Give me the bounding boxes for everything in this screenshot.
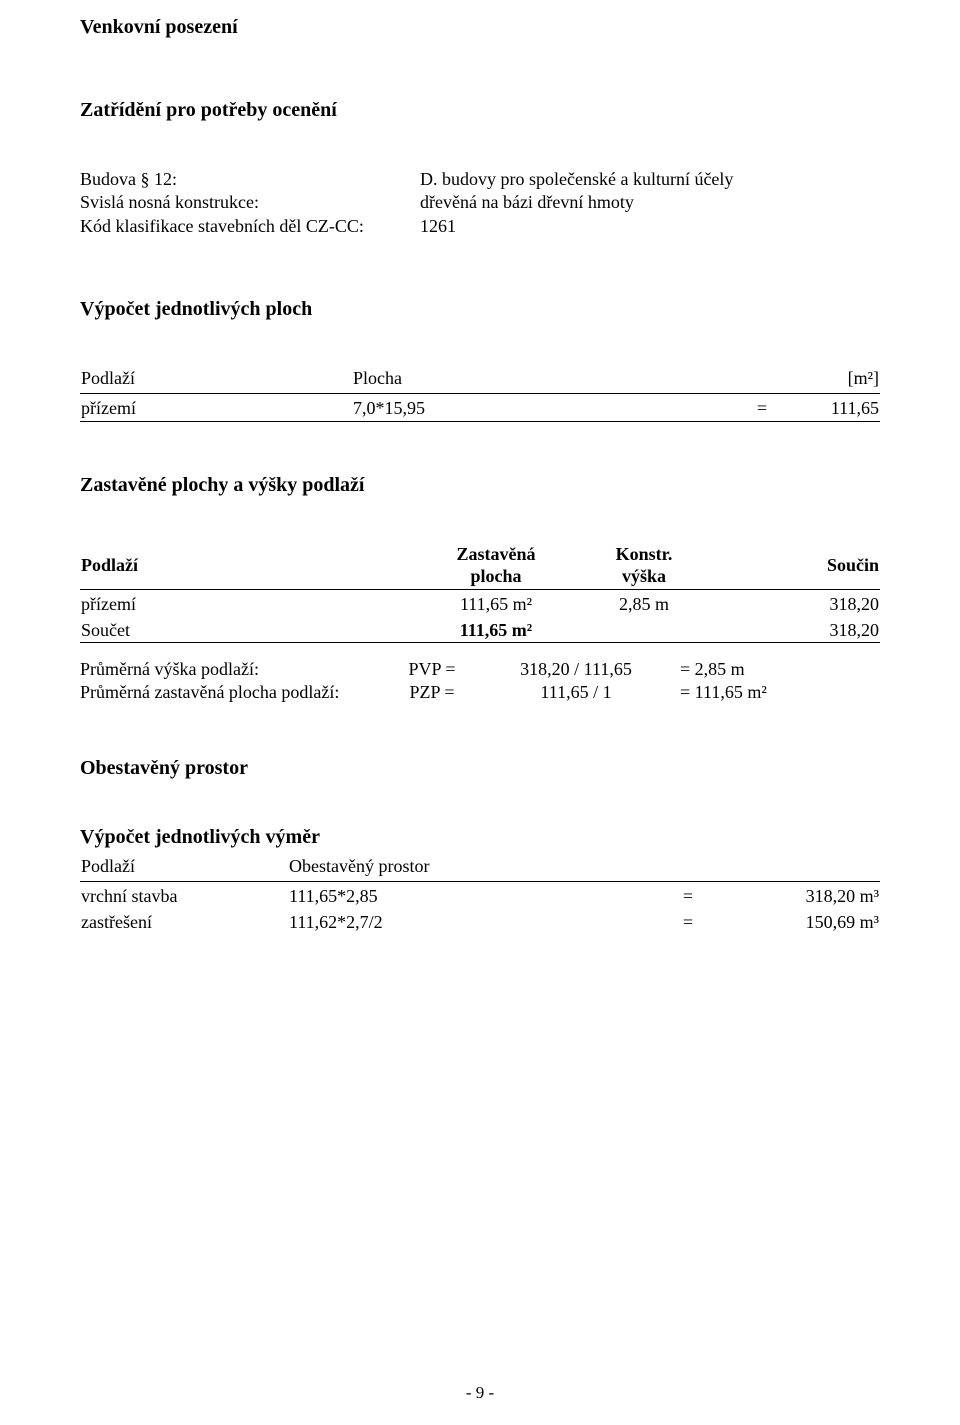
cell-val: 111,65 <box>768 394 880 422</box>
cell-label: Průměrná zastavěná plocha podlaží: <box>80 682 392 705</box>
classification-block: Budova § 12: D. budovy pro společenské a… <box>80 168 880 238</box>
cell-val: 150,69 m³ <box>728 908 880 934</box>
col-header-podlazi: Podlaží <box>80 855 288 882</box>
cell-podlazi: přízemí <box>80 394 352 422</box>
obest-table: Podlaží Obestavěný prostor vrchní stavba… <box>80 855 880 934</box>
row-label: Svislá nosná konstrukce: <box>80 191 410 214</box>
page-number: - 9 - <box>0 1383 960 1403</box>
section-heading-zastavene: Zastavěné plochy a výšky podlaží <box>80 474 880 497</box>
cell-konstr <box>576 616 712 643</box>
prumer-table: Průměrná výška podlaží: PVP = 318,20 / 1… <box>80 659 880 705</box>
row-value: 1261 <box>420 215 880 238</box>
page-title: Venkovní posezení <box>80 16 880 39</box>
classification-row: Budova § 12: D. budovy pro společenské a… <box>80 168 880 191</box>
col-header-konstr-top: Konstr. <box>576 543 712 565</box>
cell-plocha: 7,0*15,95 <box>352 394 696 422</box>
cell-podlazi: vrchní stavba <box>80 882 288 909</box>
zastavene-table: Podlaží Zastavěná Konstr. Součin plocha … <box>80 543 880 643</box>
cell-zast: 111,65 m² <box>416 616 576 643</box>
cell-eq: = <box>648 882 728 909</box>
col-header-soucin: Součin <box>712 543 880 590</box>
cell-res: = 111,65 m² <box>680 682 880 705</box>
section-subheading-obest: Výpočet jednotlivých výměr <box>80 826 880 849</box>
row-label: Kód klasifikace stavebních děl CZ-CC: <box>80 215 410 238</box>
table-row: přízemí 7,0*15,95 = 111,65 <box>80 394 880 422</box>
cell-res: = 2,85 m <box>680 659 880 682</box>
table-row: zastřešení 111,62*2,7/2 = 150,69 m³ <box>80 908 880 934</box>
col-header-zast-sub: plocha <box>416 565 576 590</box>
row-value: dřevěná na bázi dřevní hmoty <box>420 191 880 214</box>
section-heading-obest: Obestavěný prostor <box>80 757 880 780</box>
cell-expr: 318,20 / 111,65 <box>472 659 680 682</box>
col-header-zast-top: Zastavěná <box>416 543 576 565</box>
cell-zast: 111,65 m² <box>416 590 576 617</box>
table-row: Součet 111,65 m² 318,20 <box>80 616 880 643</box>
cell-expr: 111,62*2,7/2 <box>288 908 648 934</box>
col-header-konstr-sub: výška <box>576 565 712 590</box>
cell-soucin: 318,20 <box>712 590 880 617</box>
section-heading-classification: Zatřídění pro potřeby ocenění <box>80 99 880 122</box>
col-header-op: Obestavěný prostor <box>288 855 648 882</box>
plochy-table: Podlaží Plocha [m²] přízemí 7,0*15,95 = … <box>80 367 880 422</box>
cell-podlazi: zastřešení <box>80 908 288 934</box>
cell-soucin: 318,20 <box>712 616 880 643</box>
document-page: Venkovní posezení Zatřídění pro potřeby … <box>0 0 960 1425</box>
cell-sym: PZP = <box>392 682 472 705</box>
row-label: Budova § 12: <box>80 168 410 191</box>
cell-sym: PVP = <box>392 659 472 682</box>
cell-label: Průměrná výška podlaží: <box>80 659 392 682</box>
cell-eq: = <box>648 908 728 934</box>
table-row: Průměrná zastavěná plocha podlaží: PZP =… <box>80 682 880 705</box>
classification-row: Kód klasifikace stavebních děl CZ-CC: 12… <box>80 215 880 238</box>
cell-expr: 111,65 / 1 <box>472 682 680 705</box>
cell-podlazi: Součet <box>80 616 416 643</box>
cell-expr: 111,65*2,85 <box>288 882 648 909</box>
row-value: D. budovy pro společenské a kulturní úče… <box>420 168 880 191</box>
col-header-plocha: Plocha <box>352 367 696 394</box>
col-header-m2: [m²] <box>768 367 880 394</box>
col-header-podlazi: Podlaží <box>80 367 352 394</box>
cell-konstr: 2,85 m <box>576 590 712 617</box>
table-row: Průměrná výška podlaží: PVP = 318,20 / 1… <box>80 659 880 682</box>
table-row: vrchní stavba 111,65*2,85 = 318,20 m³ <box>80 882 880 909</box>
cell-val: 318,20 m³ <box>728 882 880 909</box>
section-heading-plochy: Výpočet jednotlivých ploch <box>80 298 880 321</box>
cell-eq: = <box>696 394 768 422</box>
cell-podlazi: přízemí <box>80 590 416 617</box>
col-header-podlazi: Podlaží <box>80 543 416 590</box>
table-row: přízemí 111,65 m² 2,85 m 318,20 <box>80 590 880 617</box>
classification-row: Svislá nosná konstrukce: dřevěná na bázi… <box>80 191 880 214</box>
